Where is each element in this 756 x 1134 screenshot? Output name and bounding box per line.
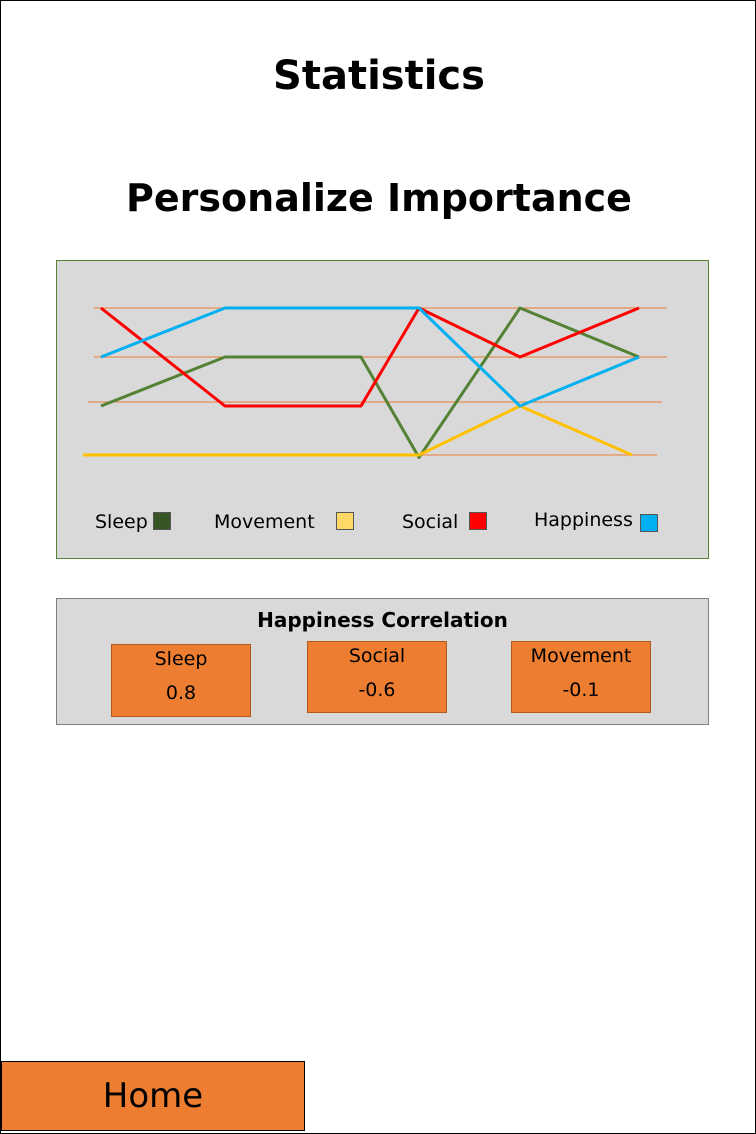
legend-item-social: Social (402, 511, 458, 533)
legend-item-movement: Movement (214, 511, 315, 533)
happiness-correlation-panel: Happiness Correlation Sleep 0.8 Social -… (56, 598, 709, 725)
series-line-happiness (100, 306, 640, 408)
legend-label-sleep: Sleep (95, 511, 148, 533)
importance-chart: Sleep Movement Social Happiness (56, 260, 709, 559)
legend-swatch-sleep (153, 512, 171, 530)
legend-label-happiness: Happiness (534, 509, 633, 531)
correlation-label-movement: Movement (530, 645, 632, 667)
series-line-movement (83, 404, 633, 457)
legend-swatch-social (469, 512, 487, 530)
series-line-sleep (100, 306, 640, 459)
chart-plot (83, 306, 667, 459)
legend-item-happiness: Happiness (534, 509, 633, 531)
correlation-value-movement: -0.1 (562, 679, 600, 701)
series-line-social (100, 306, 640, 408)
correlation-label-social: Social (348, 645, 406, 667)
correlation-value-sleep: 0.8 (165, 682, 197, 704)
legend-swatch-happiness (640, 514, 658, 532)
section-title: Personalize Importance (126, 176, 632, 220)
correlation-value-social: -0.6 (358, 679, 396, 701)
correlation-card-social: Social -0.6 (307, 641, 447, 713)
legend-label-social: Social (402, 511, 459, 533)
home-button[interactable]: Home (1, 1061, 305, 1131)
legend-label-movement: Movement (214, 511, 315, 533)
correlation-title: Happiness Correlation (257, 608, 508, 632)
correlation-card-movement: Movement -0.1 (511, 641, 651, 713)
correlation-label-sleep: Sleep (154, 648, 208, 670)
correlation-card-sleep: Sleep 0.8 (111, 644, 251, 717)
legend-swatch-movement (336, 512, 354, 530)
legend-item-sleep: Sleep (95, 511, 148, 533)
page-title: Statistics (273, 53, 485, 99)
